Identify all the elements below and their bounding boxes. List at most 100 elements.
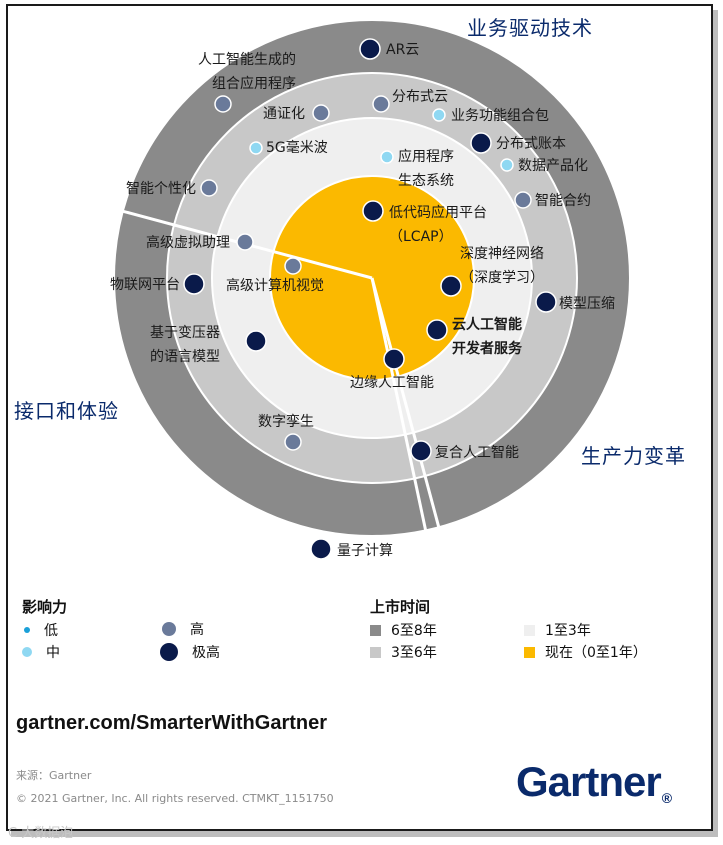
technology-dot-high bbox=[214, 95, 232, 113]
technology-item: 模型压缩 bbox=[535, 291, 615, 313]
technology-item: 数据产品化 bbox=[500, 158, 588, 174]
technology-dot-medium bbox=[432, 108, 446, 122]
impact-very-high-dot bbox=[160, 643, 178, 661]
legend-label: 中 bbox=[46, 645, 60, 661]
technology-label: 量子计算 bbox=[337, 543, 393, 559]
technology-label: 复合人工智能 bbox=[435, 444, 519, 461]
technology-item: 高级虚拟助理 bbox=[146, 233, 254, 251]
technology-label: 业务功能组合包 bbox=[451, 108, 549, 124]
legend-impact-very-high: 极高 bbox=[160, 642, 220, 662]
impact-low-dot bbox=[24, 627, 30, 633]
impact-high-dot bbox=[162, 622, 176, 636]
legend-time-1-3: 1至3年 bbox=[524, 620, 591, 640]
legend-time-6-8: 6至8年 bbox=[370, 620, 437, 640]
technology-item: 智能合约 bbox=[514, 191, 591, 209]
technology-dot-high bbox=[312, 104, 330, 122]
technology-label: 分布式账本 bbox=[496, 136, 566, 152]
technology-item: 数字孪生 bbox=[258, 413, 314, 451]
technology-dot-very-high bbox=[535, 291, 557, 313]
technology-item: 物联网平台 bbox=[110, 273, 205, 295]
technology-dot-very-high bbox=[245, 330, 267, 352]
technology-item: 智能个性化 bbox=[126, 179, 218, 197]
technology-dot-medium bbox=[380, 150, 394, 164]
divider-top bbox=[370, 277, 428, 535]
registered-mark: ® bbox=[661, 790, 672, 806]
swatch-6-8 bbox=[370, 624, 381, 636]
gartner-logo: Gartner® bbox=[516, 758, 672, 806]
technology-label: 分布式云 bbox=[392, 89, 448, 105]
technology-label: 应用程序生态系统 bbox=[398, 148, 454, 189]
technology-dot-medium bbox=[500, 158, 514, 172]
impact-legend-title: 影响力 bbox=[22, 598, 68, 616]
technology-item: 应用程序生态系统 bbox=[380, 148, 454, 189]
technology-dot-high bbox=[236, 233, 254, 251]
legend-impact-low: 低 bbox=[24, 620, 58, 640]
technology-item: 深度神经网络（深度学习） bbox=[440, 246, 544, 297]
technology-item: 通证化 bbox=[263, 104, 330, 122]
technology-item: 分布式账本 bbox=[470, 132, 566, 154]
legend-label: 3至6年 bbox=[391, 645, 437, 661]
technology-dot-medium bbox=[249, 141, 263, 155]
legend-label: 6至8年 bbox=[391, 623, 437, 639]
technology-label: 5G毫米波 bbox=[266, 139, 328, 156]
technology-label: 低代码应用平台（LCAP） bbox=[389, 204, 487, 245]
technology-label: 边缘人工智能 bbox=[350, 375, 434, 391]
technology-dot-high bbox=[200, 179, 218, 197]
technology-item: 低代码应用平台（LCAP） bbox=[362, 200, 487, 245]
source-url: gartner.com/SmarterWithGartner bbox=[16, 712, 328, 734]
copyright-note: © 2021 Gartner, Inc. All rights reserved… bbox=[16, 792, 334, 805]
time-legend-title: 上市时间 bbox=[370, 598, 431, 616]
technology-item: 复合人工智能 bbox=[410, 440, 519, 462]
technology-item: 边缘人工智能 bbox=[350, 348, 434, 391]
technology-label: 人工智能生成的组合应用程序 bbox=[198, 52, 296, 92]
legend-impact-high: 高 bbox=[162, 619, 204, 639]
sector-title-interface: 接口和体验 bbox=[14, 399, 119, 423]
technology-dot-high bbox=[284, 257, 302, 275]
source-note: 来源：Gartner bbox=[16, 769, 92, 782]
technology-item: 高级计算机视觉 bbox=[226, 257, 324, 294]
technology-label: 数据产品化 bbox=[518, 158, 588, 174]
technology-dot-very-high bbox=[410, 440, 432, 462]
divider-right bbox=[370, 277, 442, 532]
swatch-now bbox=[524, 646, 535, 658]
technology-label: 物联网平台 bbox=[110, 277, 180, 293]
legend-label: 现在（0至1年） bbox=[545, 645, 647, 661]
legend-label: 1至3年 bbox=[545, 623, 591, 639]
technology-item: 基于变压器的语言模型 bbox=[150, 324, 267, 365]
legend-time-3-6: 3至6年 bbox=[370, 642, 437, 662]
technology-label: 模型压缩 bbox=[559, 296, 615, 312]
sector-title-business: 业务驱动技术 bbox=[467, 16, 593, 40]
technology-dot-very-high bbox=[470, 132, 492, 154]
technology-item: 业务功能组合包 bbox=[432, 108, 549, 124]
technology-item: 5G毫米波 bbox=[249, 139, 328, 156]
sector-title-productivity: 生产力变革 bbox=[581, 444, 686, 468]
watermark: C 大数据泡 bbox=[8, 826, 74, 841]
technology-item: AR云 bbox=[359, 38, 419, 60]
technology-dot-very-high bbox=[426, 319, 448, 341]
technology-label: 数字孪生 bbox=[258, 413, 314, 430]
legend-impact-medium: 中 bbox=[22, 642, 60, 662]
technology-label: 云人工智能开发者服务 bbox=[452, 316, 523, 357]
legend-time-now: 现在（0至1年） bbox=[524, 642, 647, 662]
swatch-3-6 bbox=[370, 646, 381, 658]
logo-text: Gartner bbox=[516, 758, 662, 805]
technology-label: 高级计算机视觉 bbox=[226, 277, 324, 294]
technology-label: 高级虚拟助理 bbox=[146, 234, 230, 251]
technology-dot-very-high bbox=[383, 348, 405, 370]
technology-item: 云人工智能开发者服务 bbox=[426, 316, 523, 357]
technology-item: 分布式云 bbox=[372, 89, 448, 113]
technology-label: 深度神经网络（深度学习） bbox=[460, 246, 544, 286]
swatch-1-3 bbox=[524, 624, 535, 636]
technology-label: AR云 bbox=[386, 42, 419, 58]
legend-label: 低 bbox=[44, 623, 58, 639]
technology-dot-high bbox=[514, 191, 532, 209]
technology-dot-very-high bbox=[310, 538, 332, 560]
technology-item: 量子计算 bbox=[310, 538, 393, 560]
impact-medium-dot bbox=[22, 647, 32, 657]
technology-item: 人工智能生成的组合应用程序 bbox=[198, 52, 296, 113]
technology-dot-very-high bbox=[440, 275, 462, 297]
legend-label: 极高 bbox=[192, 645, 220, 661]
technology-dot-high bbox=[284, 433, 302, 451]
